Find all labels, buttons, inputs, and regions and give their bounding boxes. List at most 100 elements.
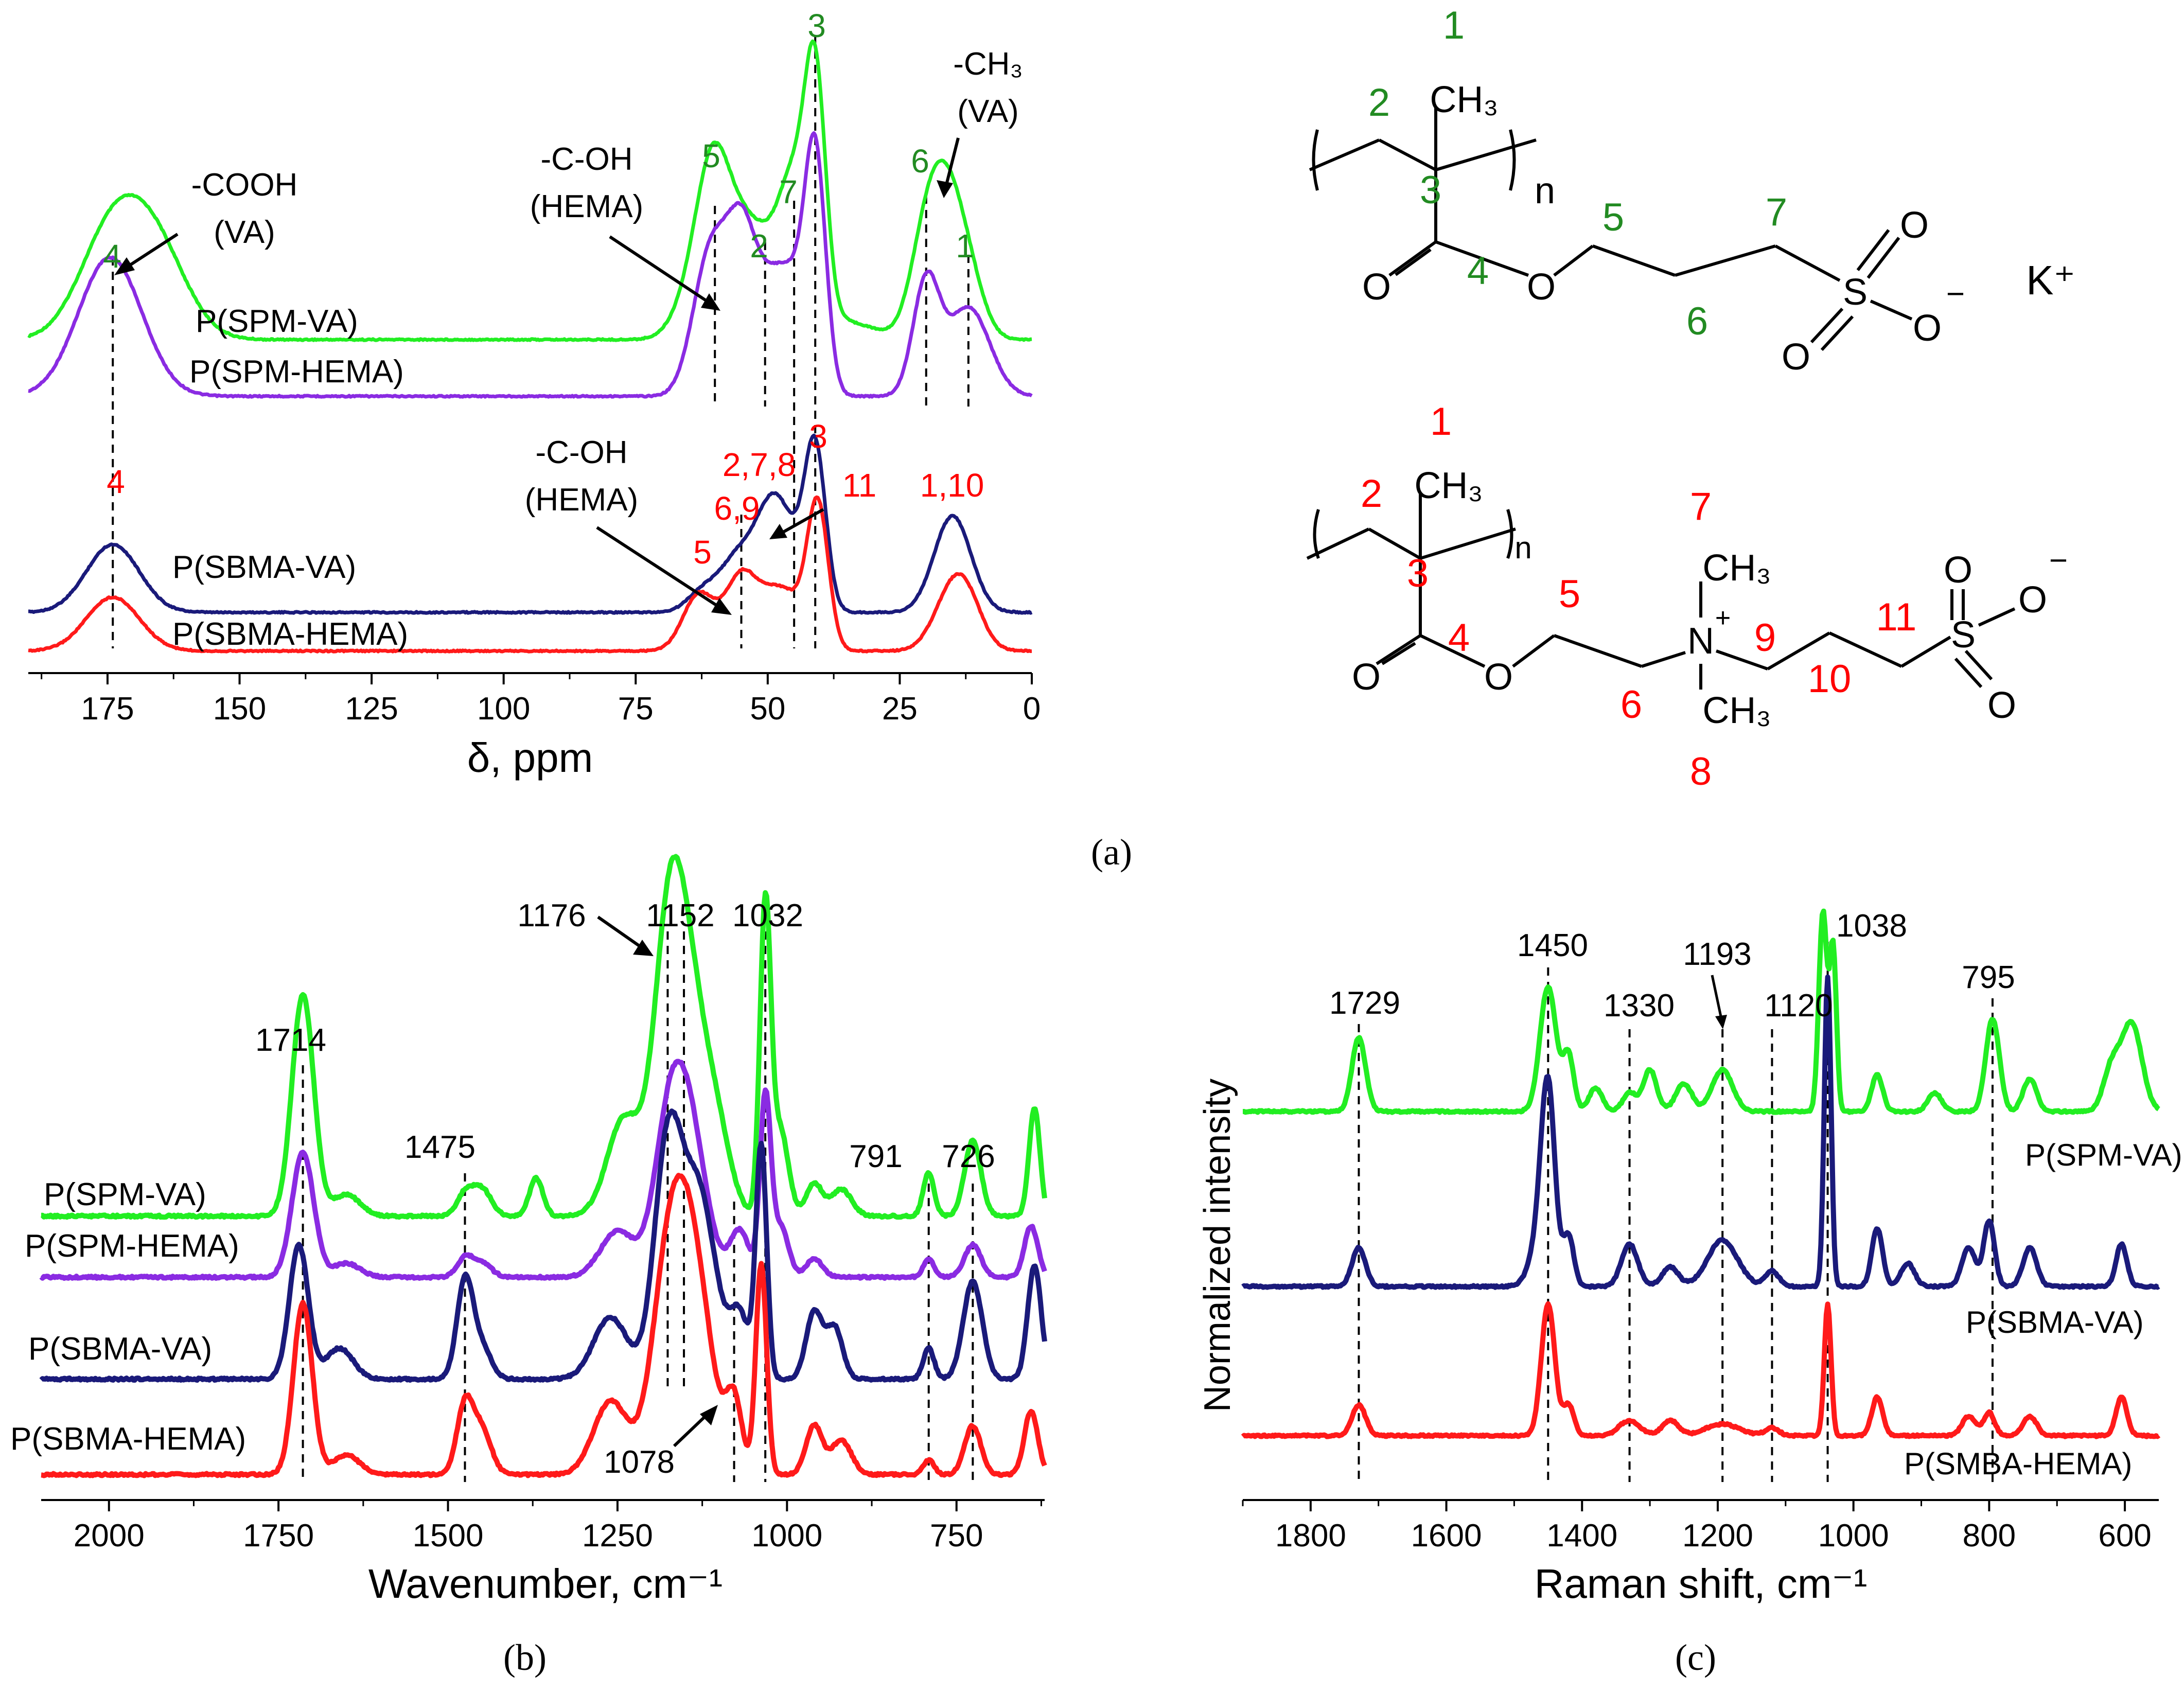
peak-11-arrow [781,508,824,534]
spm-o-sulfonate-1: O [1900,205,1929,246]
spm-o-sulfonate-2: O [1782,337,1810,378]
peak-number-11-red: 11 [842,467,876,504]
peak-number-4-red: 4 [107,463,125,500]
nmr-tick-label-125: 125 [345,691,398,727]
nmr-series-label-sbma-va: P(SBMA-VA) [172,550,356,585]
nmr-green-peak-numbers: 4 5 2 7 3 6 1 [103,7,974,275]
ir-1176-arrow [597,915,642,948]
cooh-arrow [125,233,179,269]
spm-num-3: 3 [1420,168,1441,212]
nmr-series-pspm-va [27,39,1032,342]
peak-11-arrowhead [769,524,787,539]
spm-bond [1553,244,1594,277]
sbma-o-sulfonate-1: O [1944,550,1972,591]
ir-series-label-sbma-hema: P(SBMA-HEMA) [10,1421,246,1457]
peak-number-1: 1 [956,227,974,264]
nmr-series-label-sbma-hema: P(SBMA-HEMA) [172,616,408,652]
coh-bottom-label: -C-OH [535,435,627,470]
nmr-annotations: -COOH (VA) -C-OH (HEMA) -CH₃ (VA) -C-OH … [191,46,1023,518]
raman-tick-label-1800: 1800 [1275,1518,1346,1554]
raman-x-label: Raman shift, cm⁻¹ [1535,1561,1868,1607]
raman-label-1120: 1120 [1764,988,1833,1024]
sbma-bond [1420,527,1516,560]
sbma-ch3-up-label: CH₃ [1702,548,1771,589]
peak-number-3: 3 [807,7,826,44]
coh-top-label: -C-OH [540,142,632,177]
raman-chart: 1800 1600 1400 1200 1000 800 600 Raman shift, … [1197,908,2182,1607]
raman-series-label-smba-hema: P(SMBA-HEMA) [1904,1447,2132,1481]
spm-atoms: CH₃ n O O S O O O − K⁺ [1362,79,2075,378]
peak-number-7: 7 [779,173,798,210]
sbma-num-11: 11 [1876,595,1917,639]
sbma-o-ester-label: O [1484,657,1513,698]
nmr-chart: 175 150 125 100 75 50 25 0 δ, ppm P(SPM-VA) P(S… [27,7,1041,781]
sbma-minus-label: − [2049,543,2068,578]
ir-label-1152: 1152 [646,898,714,933]
spm-num-4: 4 [1467,249,1489,293]
raman-dashed-lines [1358,942,1994,1482]
nmr-tick-label-50: 50 [750,691,785,727]
coh-top-arrow [609,235,710,304]
sbma-num-3: 3 [1407,552,1429,595]
sbma-num-2: 2 [1361,472,1382,516]
sbma-num-10: 10 [1808,657,1852,701]
sbma-plus-label: + [1715,603,1731,633]
spm-bracket-left [1312,129,1319,191]
sbma-bond [1767,631,1830,671]
raman-label-1330: 1330 [1604,988,1675,1024]
ir-series-label-spm-va: P(SPM-VA) [44,1177,206,1212]
nmr-red-peak-numbers: 4 5 6,9 2,7,8 3 11 1,10 [107,418,984,571]
ir-label-1714: 1714 [255,1022,326,1058]
spm-o-ester-label: O [1527,267,1556,308]
ir-peak-labels: 1714 1475 1176 1152 1032 791 726 1078 [255,898,995,1480]
sbma-position-numbers: 1 2 3 4 5 6 7 8 9 10 11 [1361,400,1917,793]
nmr-tick-label-75: 75 [618,691,654,727]
sbma-o-carbonyl-label: O [1352,657,1381,698]
raman-tick-label-1000: 1000 [1818,1518,1889,1554]
coh-top-hema-label: (HEMA) [530,189,643,224]
spm-bond [1870,299,1913,321]
peak-number-1-10-red: 1,10 [920,467,984,504]
ir-series-label-sbma-va: P(SBMA-VA) [28,1331,212,1367]
sbma-bond [1964,649,1993,681]
spm-bond [1810,307,1844,344]
raman-ticks: 1800 1600 1400 1200 1000 800 600 [1242,1500,2152,1554]
nmr-tick-label-0: 0 [1023,691,1041,727]
sbma-structure: CH₃ n O O N + CH₃ CH₃ S O O O − 1 2 3 4 … [1306,400,2068,793]
peak-number-5: 5 [702,137,720,174]
ir-series-psbma-va [39,1108,1047,1383]
sbma-nitrogen-label: N [1687,621,1714,662]
sbma-bracket-left [1313,509,1320,559]
raman-series-lines [1241,908,2161,1439]
ir-tick-label-1500: 1500 [413,1518,484,1554]
nmr-tick-label-150: 150 [213,691,266,727]
ir-series-lines [39,854,1047,1478]
spm-cation-label: K⁺ [2026,257,2075,303]
ir-1078-arrow [673,1413,709,1448]
peak-number-2-7-8-red: 2,7,8 [723,446,796,483]
raman-tick-label-1400: 1400 [1546,1518,1617,1554]
sbma-bond [1381,642,1416,665]
caption-a: (a) [1091,832,1132,873]
cooh-arrowhead [114,257,135,275]
spm-num-6: 6 [1686,299,1708,343]
ch3-arrow [945,137,960,183]
raman-label-1193: 1193 [1683,937,1751,972]
ch3-arrowhead [937,180,953,198]
sbma-ch3-down-label: CH₃ [1702,690,1771,731]
nmr-arrows [114,137,960,615]
spm-structure: CH₃ n O O S O O O − K⁺ 1 2 3 4 5 6 7 [1309,4,2075,378]
ir-arrows [597,915,718,1448]
spm-bond [1675,244,1776,277]
nmr-tick-label-175: 175 [81,691,134,727]
raman-series-pspm-va [1241,908,2160,1115]
ir-label-1176: 1176 [517,898,586,933]
spm-o-carbonyl-label: O [1362,267,1391,308]
ir-label-791: 791 [849,1139,902,1174]
sbma-num-6: 6 [1621,683,1642,727]
ir-label-1078: 1078 [604,1444,675,1480]
sbma-num-4: 4 [1448,616,1470,660]
sbma-bond [1716,649,1768,671]
sbma-bond [1978,607,2016,627]
sbma-bond [1306,527,1370,560]
